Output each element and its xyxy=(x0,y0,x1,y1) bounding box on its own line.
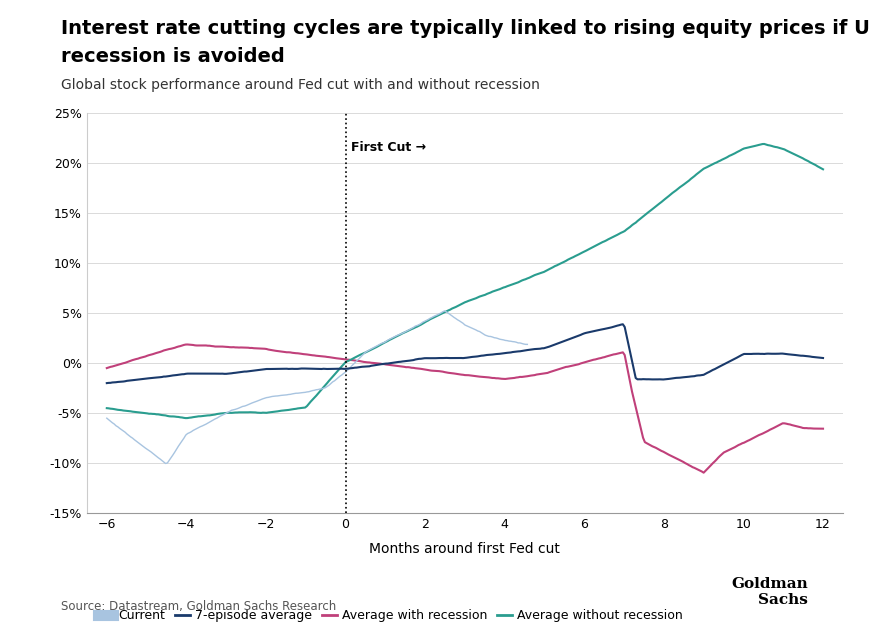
Current xyxy=(181,431,191,439)
Average with recession xyxy=(102,364,112,372)
Average without recession xyxy=(331,369,342,376)
Current xyxy=(494,336,505,343)
Average without recession xyxy=(778,145,788,153)
Line: 7-episode average: 7-episode average xyxy=(107,324,823,383)
Average without recession xyxy=(181,414,191,422)
7-episode average xyxy=(818,354,828,362)
7-episode average xyxy=(262,365,272,372)
Current xyxy=(440,307,450,315)
7-episode average xyxy=(102,379,112,387)
Current xyxy=(102,414,112,422)
7-episode average xyxy=(775,350,786,357)
Text: recession is avoided: recession is avoided xyxy=(61,47,284,66)
Current xyxy=(436,309,447,317)
Text: Source: Datastream, Goldman Sachs Research: Source: Datastream, Goldman Sachs Resear… xyxy=(61,600,336,613)
Current xyxy=(522,341,533,348)
Average with recession xyxy=(182,341,193,348)
Average without recession xyxy=(568,254,579,261)
Average with recession xyxy=(702,465,713,473)
Average with recession xyxy=(818,425,828,433)
Average without recession xyxy=(759,140,769,148)
Current xyxy=(247,399,257,407)
Text: First Cut →: First Cut → xyxy=(351,141,426,154)
Average without recession xyxy=(102,404,112,412)
Line: Average with recession: Average with recession xyxy=(107,344,823,473)
Average with recession xyxy=(263,346,274,353)
Text: Goldman
Sachs: Goldman Sachs xyxy=(732,577,808,607)
Average with recession xyxy=(778,419,788,427)
Current xyxy=(423,316,434,323)
Average with recession xyxy=(568,362,579,369)
Current xyxy=(447,312,457,320)
Legend: Current, 7-episode average, Average with recession, Average without recession: Current, 7-episode average, Average with… xyxy=(93,604,688,626)
7-episode average xyxy=(618,321,628,328)
Text: Interest rate cutting cycles are typically linked to rising equity prices if US: Interest rate cutting cycles are typical… xyxy=(61,19,869,38)
Average without recession xyxy=(732,148,742,156)
Current xyxy=(161,459,171,467)
Average without recession xyxy=(700,164,711,172)
Average without recession xyxy=(818,165,828,173)
Average without recession xyxy=(263,409,274,416)
Average with recession xyxy=(331,354,342,362)
7-episode average xyxy=(329,365,340,372)
Average with recession xyxy=(699,469,709,476)
7-episode average xyxy=(732,354,742,361)
7-episode average xyxy=(567,334,577,342)
7-episode average xyxy=(700,370,711,377)
Line: Average without recession: Average without recession xyxy=(107,144,823,418)
Line: Current: Current xyxy=(107,311,527,463)
Text: Global stock performance around Fed cut with and without recession: Global stock performance around Fed cut … xyxy=(61,78,540,92)
X-axis label: Months around first Fed cut: Months around first Fed cut xyxy=(369,542,561,557)
Average with recession xyxy=(733,441,744,449)
